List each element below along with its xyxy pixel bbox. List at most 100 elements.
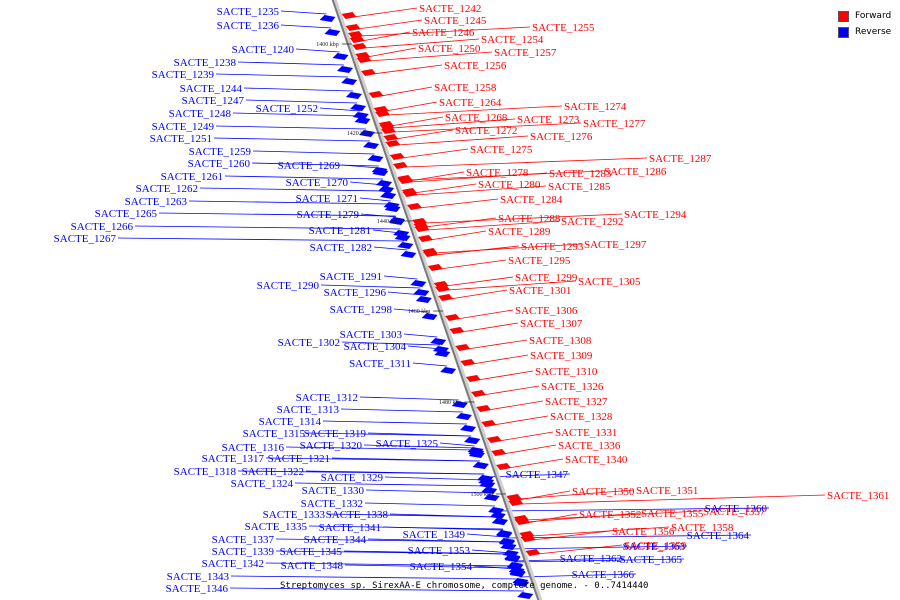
forward-gene-label[interactable]: SACTE_1276 [530,131,593,143]
forward-gene-arrow[interactable] [435,285,451,292]
reverse-gene-label[interactable]: SACTE_1313 [277,404,340,416]
reverse-gene-arrow[interactable] [430,338,447,345]
reverse-gene-label[interactable]: SACTE_1263 [125,196,188,208]
reverse-gene-label[interactable]: SACTE_1282 [310,242,372,254]
reverse-gene-label[interactable]: SACTE_1339 [212,546,275,558]
reverse-gene-label[interactable]: SACTE_1262 [136,183,198,195]
reverse-gene-label[interactable]: SACTE_1240 [232,44,295,56]
forward-gene-arrow[interactable] [341,12,357,19]
forward-gene-label[interactable]: SACTE_1307 [520,318,583,330]
forward-gene-arrow[interactable] [476,405,492,412]
reverse-gene-label[interactable]: SACTE_1335 [245,521,308,533]
reverse-gene-label[interactable]: SACTE_1249 [152,121,215,133]
reverse-gene-arrow[interactable] [507,563,524,570]
reverse-gene-label[interactable]: SACTE_1269 [278,160,341,172]
forward-gene-arrow[interactable] [496,463,512,470]
reverse-gene-label[interactable]: SACTE_1365 [620,554,683,566]
forward-gene-label[interactable]: SACTE_1274 [564,101,627,113]
forward-gene-label[interactable]: SACTE_1264 [439,97,502,109]
forward-gene-label[interactable]: SACTE_1273 [517,114,580,126]
reverse-gene-label[interactable]: SACTE_1360 [705,503,768,515]
forward-gene-label[interactable]: SACTE_1299 [515,272,578,284]
forward-gene-label[interactable]: SACTE_1351 [636,485,698,497]
forward-gene-arrow[interactable] [427,264,443,271]
forward-gene-label[interactable]: SACTE_1301 [509,285,571,297]
reverse-gene-arrow[interactable] [502,550,519,557]
reverse-gene-label[interactable]: SACTE_1343 [167,571,230,583]
reverse-gene-arrow[interactable] [397,242,414,249]
forward-gene-arrow[interactable] [385,140,401,147]
reverse-gene-label[interactable]: SACTE_1346 [166,583,229,595]
forward-gene-label[interactable]: SACTE_1297 [584,239,647,251]
reverse-gene-label[interactable]: SACTE_1267 [54,233,117,245]
reverse-gene-label[interactable]: SACTE_1320 [300,440,363,452]
forward-gene-arrow[interactable] [508,499,524,506]
reverse-gene-arrow[interactable] [481,487,498,494]
forward-gene-arrow[interactable] [465,375,481,382]
reverse-gene-label[interactable]: SACTE_1344 [304,534,367,546]
reverse-gene-arrow[interactable] [488,507,505,514]
reverse-gene-arrow[interactable] [496,531,513,538]
forward-gene-label[interactable]: SACTE_1356 [612,526,675,538]
reverse-gene-arrow[interactable] [337,66,354,73]
reverse-gene-label[interactable]: SACTE_1238 [174,57,237,69]
reverse-gene-arrow[interactable] [358,130,375,137]
forward-gene-label[interactable]: SACTE_1275 [470,144,533,156]
reverse-gene-arrow[interactable] [460,425,477,432]
forward-gene-label[interactable]: SACTE_1292 [561,216,623,228]
reverse-gene-arrow[interactable] [440,367,457,374]
forward-gene-label[interactable]: SACTE_1294 [624,209,687,221]
reverse-gene-label[interactable]: SACTE_1260 [188,158,251,170]
reverse-gene-label[interactable]: SACTE_1347 [506,469,569,481]
reverse-gene-arrow[interactable] [380,192,397,199]
forward-gene-label[interactable]: SACTE_1328 [550,411,613,423]
forward-gene-label[interactable]: SACTE_1327 [545,396,608,408]
forward-gene-label[interactable]: SACTE_1336 [558,440,621,452]
reverse-gene-arrow[interactable] [413,289,430,296]
reverse-gene-label[interactable]: SACTE_1304 [344,341,407,353]
forward-gene-label[interactable]: SACTE_1326 [541,381,604,393]
forward-gene-arrow[interactable] [460,359,476,366]
reverse-gene-arrow[interactable] [464,437,481,444]
forward-gene-label[interactable]: SACTE_1284 [500,194,563,206]
reverse-gene-arrow[interactable] [483,494,500,501]
reverse-gene-arrow[interactable] [345,92,362,99]
reverse-gene-arrow[interactable] [472,462,489,469]
forward-gene-arrow[interactable] [406,203,422,210]
reverse-gene-label[interactable]: SACTE_1353 [408,545,471,557]
forward-gene-label[interactable]: SACTE_1242 [419,3,481,15]
reverse-gene-label[interactable]: SACTE_1270 [286,177,349,189]
reverse-gene-label[interactable]: SACTE_1314 [259,416,322,428]
reverse-gene-arrow[interactable] [400,251,417,258]
reverse-gene-arrow[interactable] [455,413,472,420]
reverse-gene-label[interactable]: SACTE_1322 [242,466,304,478]
reverse-gene-label[interactable]: SACTE_1341 [319,522,381,534]
reverse-gene-label[interactable]: SACTE_1259 [189,146,252,158]
forward-gene-label[interactable]: SACTE_1245 [424,15,487,27]
reverse-gene-arrow[interactable] [410,280,427,287]
forward-gene-label[interactable]: SACTE_1310 [535,366,598,378]
reverse-gene-label[interactable]: SACTE_1235 [217,6,280,18]
reverse-gene-label[interactable]: SACTE_1290 [257,280,320,292]
forward-gene-arrow[interactable] [375,110,391,117]
reverse-gene-label[interactable]: SACTE_1281 [309,225,371,237]
forward-gene-arrow[interactable] [525,549,541,556]
forward-gene-label[interactable]: SACTE_1246 [412,27,475,39]
reverse-gene-label[interactable]: SACTE_1261 [161,171,223,183]
forward-gene-arrow[interactable] [348,31,364,38]
forward-gene-arrow[interactable] [380,127,396,134]
forward-gene-label[interactable]: SACTE_1280 [478,179,541,191]
reverse-gene-arrow[interactable] [467,447,484,454]
reverse-gene-label[interactable]: SACTE_1296 [324,287,387,299]
forward-gene-arrow[interactable] [361,69,377,76]
reverse-gene-label[interactable]: SACTE_1271 [296,193,358,205]
forward-gene-arrow[interactable] [471,390,487,397]
forward-gene-label[interactable]: SACTE_1258 [434,82,497,94]
reverse-gene-arrow[interactable] [354,117,371,124]
reverse-gene-label[interactable]: SACTE_1251 [150,133,212,145]
reverse-gene-arrow[interactable] [376,180,393,187]
forward-gene-arrow[interactable] [345,24,361,31]
reverse-gene-arrow[interactable] [509,570,526,577]
reverse-gene-arrow[interactable] [491,518,508,525]
forward-gene-label[interactable]: SACTE_1358 [671,522,734,534]
